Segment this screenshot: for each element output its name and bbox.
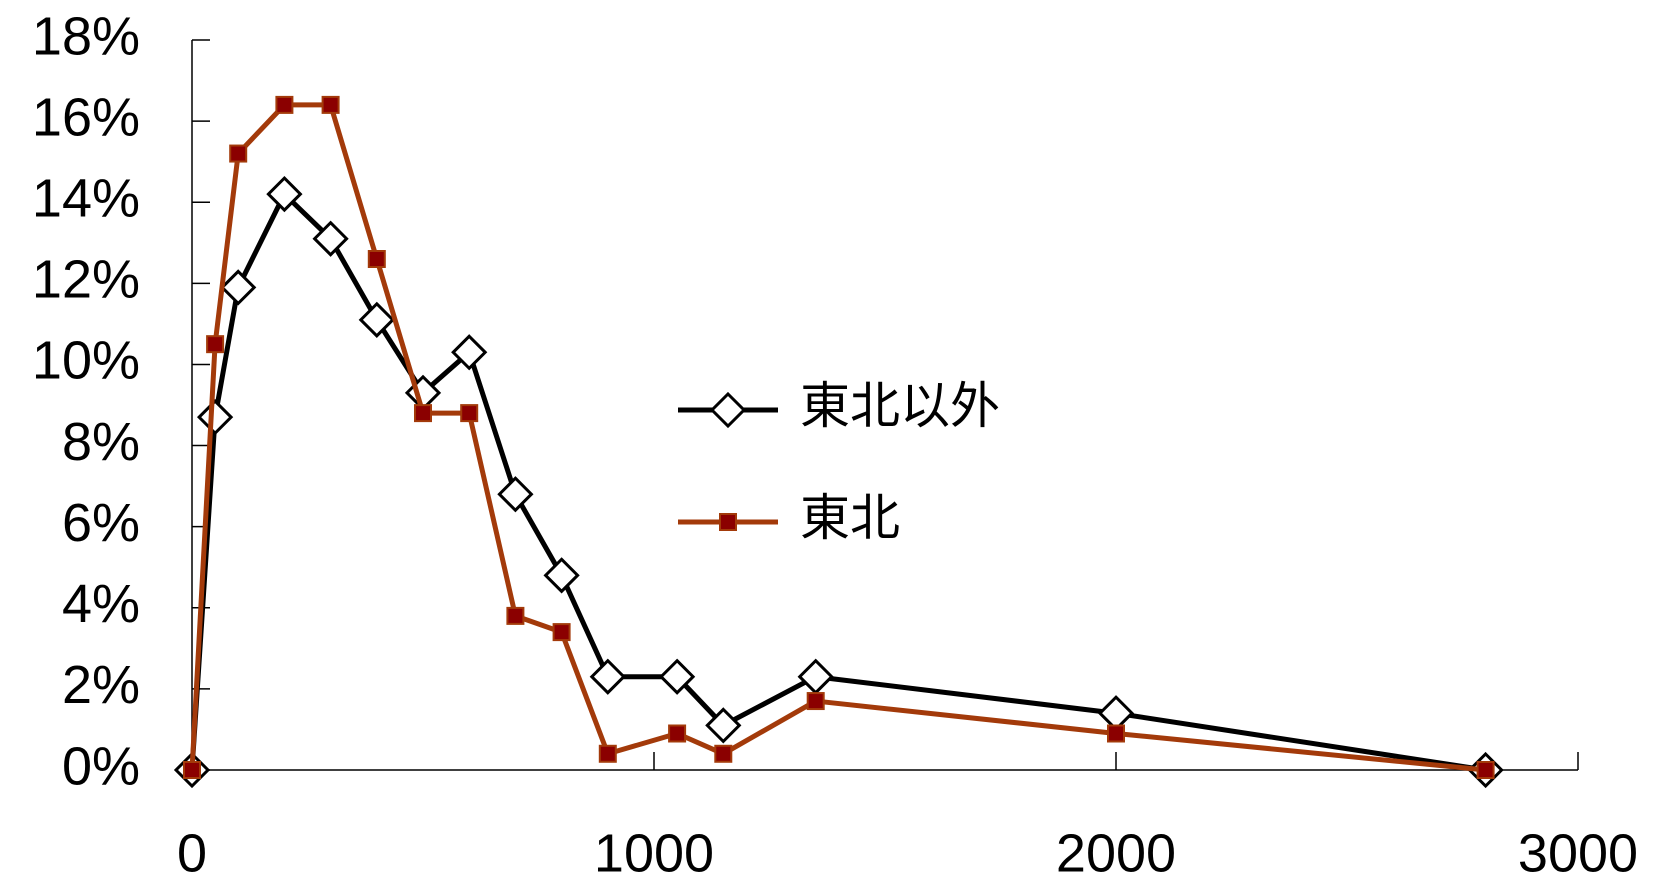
- x-tick-label: 2000: [1056, 823, 1176, 883]
- data-point: [266, 175, 303, 213]
- legend-marker: [709, 391, 747, 429]
- data-point: [206, 335, 225, 354]
- data-point: [220, 269, 257, 306]
- data-point: [183, 761, 201, 779]
- data-point: [1097, 695, 1135, 732]
- series-2: [183, 95, 1495, 779]
- data-point: [506, 606, 525, 625]
- y-tick-label: 16%: [32, 87, 140, 147]
- data-point: [1107, 724, 1125, 743]
- data-point: [658, 658, 696, 695]
- y-tick-label: 4%: [62, 574, 140, 634]
- data-point: [714, 744, 733, 763]
- data-point: [196, 399, 234, 436]
- y-tick-label: 14%: [32, 168, 140, 228]
- data-point: [598, 744, 617, 763]
- data-point: [414, 404, 432, 423]
- data-point: [451, 334, 488, 371]
- legend-item-2: 東北: [678, 490, 900, 546]
- data-point: [358, 301, 395, 338]
- y-tick-label: 0%: [62, 736, 140, 796]
- data-point: [229, 144, 248, 163]
- data-point: [497, 476, 534, 513]
- series-line: [189, 102, 1486, 773]
- legend-item-1: 東北以外: [678, 378, 1000, 434]
- x-tick-label: 1000: [594, 823, 714, 883]
- axes: [191, 40, 1578, 771]
- series-layer: [173, 95, 1504, 789]
- legend-label: 東北: [800, 490, 900, 546]
- x-tick-label: 3000: [1518, 823, 1638, 883]
- data-point: [460, 404, 479, 423]
- y-axis-ticks: 0% 2% 4% 6% 8% 10% 12% 14% 16% 18%: [32, 6, 210, 796]
- data-point: [321, 95, 340, 114]
- x-tick-label: 0: [177, 823, 207, 883]
- y-tick-label: 2%: [62, 655, 140, 715]
- data-point: [543, 557, 580, 594]
- data-point: [367, 250, 386, 268]
- y-tick-label: 8%: [62, 412, 140, 472]
- y-tick-label: 12%: [32, 250, 140, 310]
- data-point: [312, 220, 349, 257]
- data-point: [589, 658, 626, 695]
- x-axis-ticks: 0 1000 2000 3000: [177, 752, 1638, 883]
- data-point: [275, 95, 294, 114]
- data-point: [806, 692, 825, 711]
- series-line: [189, 191, 1486, 773]
- y-tick-label: 6%: [62, 493, 140, 553]
- series-1: [173, 175, 1504, 789]
- legend-marker: [719, 513, 737, 531]
- data-point: [668, 724, 687, 743]
- data-point: [705, 707, 742, 744]
- y-tick-label: 10%: [32, 331, 140, 391]
- y-tick-label: 18%: [32, 6, 140, 66]
- data-point: [552, 623, 571, 642]
- data-point: [1476, 761, 1495, 779]
- legend-label: 東北以外: [800, 378, 1000, 434]
- data-point: [797, 658, 834, 695]
